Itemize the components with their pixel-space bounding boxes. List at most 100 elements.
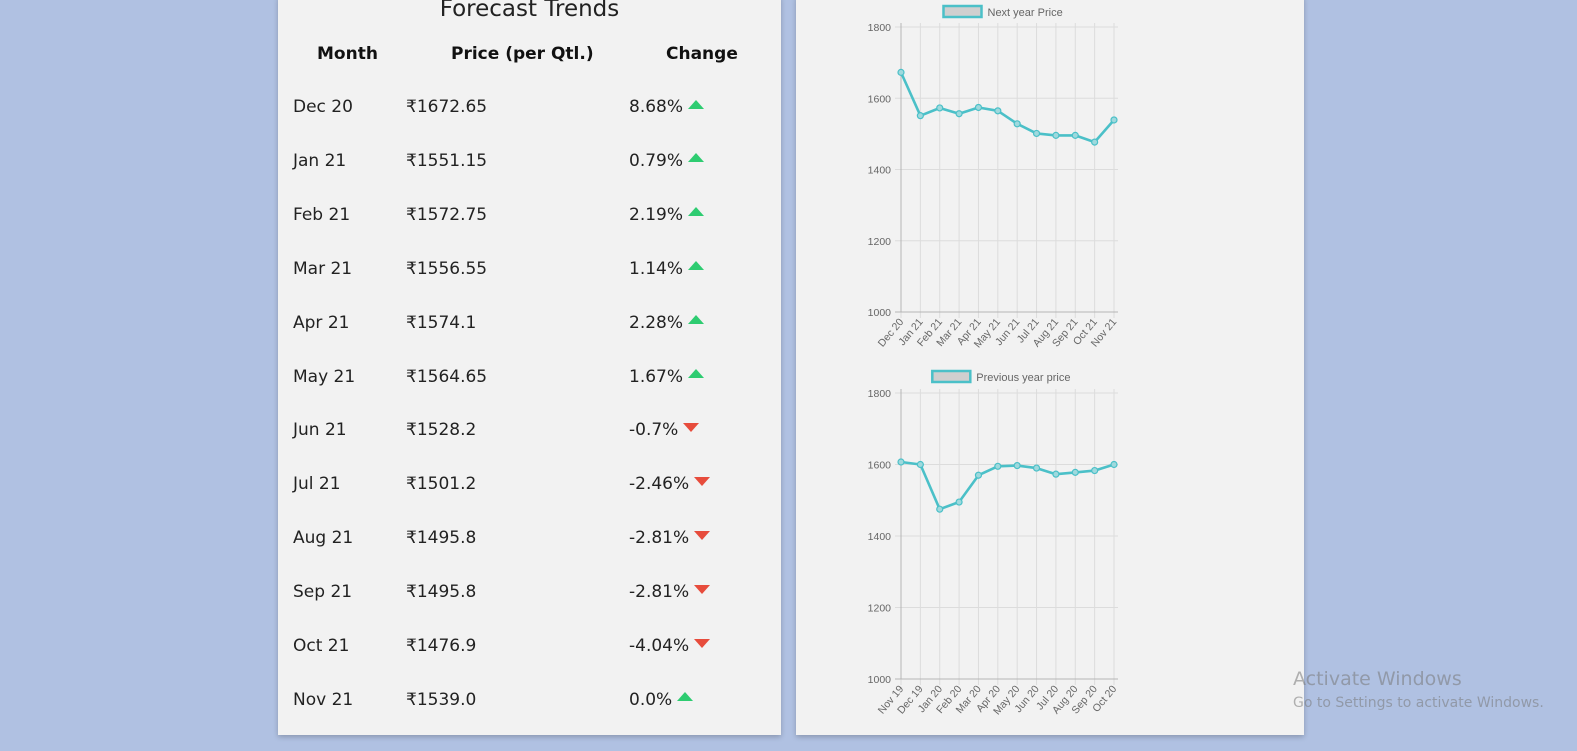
- row-month: Oct 21: [293, 636, 350, 656]
- triangle-up-icon: [688, 153, 705, 163]
- forecast-trends-panel: Forecast Trends Month Price (per Qtl.) C…: [278, 0, 781, 735]
- row-price: ₹1564.65: [406, 366, 488, 387]
- row-change: 8.68%: [629, 97, 705, 117]
- y-tick-label: 1000: [868, 307, 892, 319]
- triangle-down-icon: [694, 638, 711, 648]
- y-tick-label: 1400: [868, 165, 892, 177]
- row-price: ₹1574.1: [406, 312, 477, 333]
- triangle-down-icon: [683, 422, 700, 432]
- header-month: Month: [317, 44, 378, 64]
- legend-label: Previous year price: [976, 372, 1070, 384]
- row-month: Jun 21: [293, 420, 347, 441]
- table-row: Aug 21 ₹1495.8 -2.81%: [278, 528, 781, 582]
- y-tick-label: 1400: [868, 531, 892, 543]
- row-price: ₹1551.15: [406, 150, 488, 171]
- row-change-value: 2.28%: [629, 312, 684, 333]
- triangle-up-icon: [688, 207, 705, 217]
- y-tick-label: 1200: [868, 236, 892, 248]
- row-price: ₹1672.65: [406, 97, 488, 117]
- y-tick-label: 1800: [868, 388, 892, 400]
- triangle-up-icon: [688, 99, 705, 109]
- data-point: [897, 68, 905, 76]
- row-change: 1.67%: [629, 366, 705, 387]
- row-price: ₹1495.8: [406, 528, 477, 549]
- row-change-value: -2.81%: [629, 528, 690, 549]
- row-change-value: -0.7%: [629, 420, 679, 441]
- row-price: ₹1501.2: [406, 474, 477, 495]
- row-change-value: -4.04%: [629, 636, 690, 656]
- data-point: [1110, 116, 1118, 124]
- table-row: Jan 21 ₹1551.15 0.79%: [278, 151, 781, 205]
- data-point: [1071, 131, 1079, 139]
- row-change: -2.81%: [629, 582, 711, 603]
- data-point: [974, 103, 983, 112]
- table-row: Oct 21 ₹1476.9 -4.04%: [278, 636, 781, 690]
- row-change: 1.14%: [629, 258, 705, 279]
- row-price: ₹1495.8: [406, 582, 477, 603]
- data-point: [1013, 461, 1021, 470]
- data-point: [974, 471, 983, 479]
- row-month: Apr 21: [293, 312, 350, 333]
- data-point: [1052, 131, 1060, 139]
- y-tick-label: 1800: [868, 22, 892, 34]
- row-price: ₹1539.0: [406, 689, 477, 710]
- data-point: [936, 505, 944, 513]
- series-line: [899, 71, 1115, 144]
- row-change-value: 0.0%: [629, 689, 673, 710]
- data-point: [1071, 468, 1079, 476]
- activate-windows-title: Activate Windows: [1293, 668, 1462, 690]
- row-month: Sep 21: [293, 582, 353, 603]
- data-point: [994, 462, 1002, 470]
- table-row: May 21 ₹1564.65 1.67%: [278, 367, 781, 421]
- row-month: Feb 21: [293, 204, 351, 225]
- row-change-value: 1.14%: [629, 258, 684, 279]
- row-month: Mar 21: [293, 258, 353, 279]
- table-row: Jul 21 ₹1501.2 -2.46%: [278, 474, 781, 528]
- data-point: [955, 498, 963, 506]
- row-month: Aug 21: [293, 528, 354, 549]
- triangle-down-icon: [694, 584, 711, 594]
- row-change: -4.04%: [629, 636, 711, 656]
- row-month: Dec 20: [293, 97, 353, 117]
- y-tick-label: 1600: [868, 460, 892, 472]
- y-tick-label: 1200: [868, 603, 892, 615]
- table-row: Apr 21 ₹1574.1 2.28%: [278, 313, 781, 367]
- y-tick-label: 1000: [868, 674, 892, 686]
- charts-panel: Next year Price 1000 1200 1400 1600 1800 Dec 2…: [796, 0, 1304, 735]
- row-change-value: 1.67%: [629, 366, 684, 387]
- row-change: 0.79%: [629, 150, 705, 171]
- triangle-up-icon: [688, 261, 705, 271]
- legend-swatch: [942, 4, 983, 19]
- table-row: Jun 21 ₹1528.2 -0.7%: [278, 420, 781, 474]
- y-tick-label: 1600: [868, 93, 892, 105]
- data-point: [897, 458, 905, 466]
- row-change-value: -2.81%: [629, 582, 690, 603]
- row-change: 2.19%: [629, 204, 705, 225]
- row-change: 2.28%: [629, 312, 705, 333]
- data-point: [1052, 470, 1060, 478]
- table-row: Mar 21 ₹1556.55 1.14%: [278, 259, 781, 313]
- row-change-value: 8.68%: [629, 97, 684, 117]
- row-month: May 21: [293, 366, 356, 387]
- row-price: ₹1572.75: [406, 204, 488, 225]
- table-row: Nov 21 ₹1539.0 0.0%: [278, 690, 781, 744]
- data-point: [916, 112, 924, 120]
- row-change: -2.81%: [629, 528, 711, 549]
- data-point: [916, 460, 924, 469]
- row-change: -0.7%: [629, 420, 700, 441]
- row-month: Nov 21: [293, 689, 354, 710]
- row-change: -2.46%: [629, 474, 711, 494]
- data-point: [994, 107, 1002, 115]
- triangle-up-icon: [677, 692, 694, 702]
- triangle-down-icon: [694, 530, 711, 540]
- data-point: [1091, 138, 1099, 146]
- header-price: Price (per Qtl.): [451, 44, 594, 64]
- data-point: [936, 104, 944, 112]
- series-line: [900, 460, 1115, 511]
- triangle-up-icon: [688, 369, 705, 378]
- row-change-value: 0.79%: [629, 150, 684, 171]
- data-point: [955, 110, 963, 118]
- row-change-value: 2.19%: [629, 204, 684, 225]
- triangle-up-icon: [688, 315, 705, 325]
